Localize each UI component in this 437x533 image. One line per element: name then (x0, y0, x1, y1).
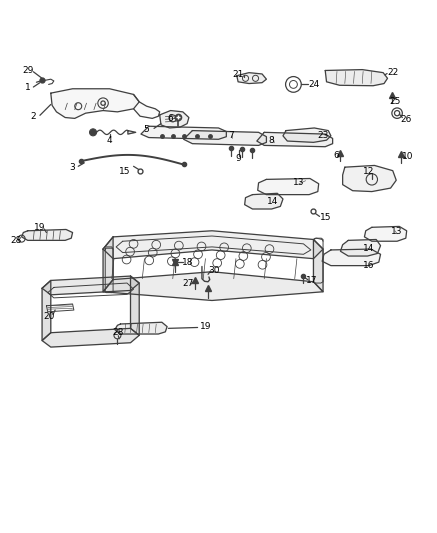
Polygon shape (128, 131, 136, 134)
Text: 29: 29 (22, 66, 33, 75)
Polygon shape (325, 70, 388, 86)
Polygon shape (51, 89, 139, 118)
Polygon shape (237, 72, 267, 84)
Polygon shape (322, 249, 381, 265)
Text: 6: 6 (168, 114, 173, 123)
Text: 19: 19 (200, 322, 211, 331)
Polygon shape (42, 328, 139, 347)
Polygon shape (257, 132, 333, 147)
Text: 7: 7 (229, 131, 234, 140)
Polygon shape (131, 276, 139, 335)
Polygon shape (21, 230, 73, 240)
Polygon shape (364, 227, 407, 241)
Text: 1: 1 (25, 83, 31, 92)
Text: 30: 30 (208, 266, 220, 276)
Polygon shape (258, 179, 319, 195)
Text: 12: 12 (363, 167, 375, 176)
Text: 13: 13 (293, 178, 305, 187)
Text: 23: 23 (317, 131, 329, 140)
Text: 28: 28 (113, 328, 124, 337)
Polygon shape (42, 276, 139, 295)
Text: 10: 10 (402, 152, 414, 161)
Polygon shape (184, 131, 267, 146)
Text: 9: 9 (235, 154, 241, 163)
Polygon shape (343, 165, 396, 191)
Text: 18: 18 (182, 257, 194, 266)
Text: 17: 17 (306, 276, 318, 285)
Polygon shape (134, 94, 160, 118)
Text: 22: 22 (387, 68, 399, 77)
Text: 21: 21 (232, 70, 244, 79)
Polygon shape (313, 239, 323, 292)
Polygon shape (103, 231, 323, 259)
Text: 15: 15 (119, 167, 131, 176)
Text: 26: 26 (400, 115, 412, 124)
Text: 19: 19 (34, 223, 45, 232)
Text: 16: 16 (363, 261, 375, 270)
Polygon shape (103, 237, 113, 292)
Polygon shape (283, 128, 331, 142)
Text: 24: 24 (309, 80, 320, 89)
Text: 8: 8 (268, 136, 274, 144)
Circle shape (90, 129, 97, 136)
Text: 14: 14 (363, 244, 375, 253)
Text: 4: 4 (107, 136, 112, 144)
Text: 2: 2 (31, 112, 36, 120)
Text: 5: 5 (144, 125, 149, 134)
Polygon shape (103, 272, 323, 301)
Text: 27: 27 (182, 279, 194, 287)
Text: 3: 3 (69, 163, 76, 172)
Text: 6: 6 (333, 151, 339, 160)
Text: 25: 25 (389, 98, 401, 107)
Polygon shape (160, 110, 189, 128)
Text: 20: 20 (43, 312, 54, 321)
Text: 14: 14 (267, 197, 279, 206)
Polygon shape (115, 322, 167, 334)
Polygon shape (245, 193, 283, 209)
Polygon shape (42, 280, 51, 341)
Text: 15: 15 (319, 213, 331, 222)
Polygon shape (141, 126, 226, 139)
Text: 13: 13 (392, 227, 403, 236)
Text: 28: 28 (10, 236, 21, 245)
Polygon shape (340, 239, 381, 256)
